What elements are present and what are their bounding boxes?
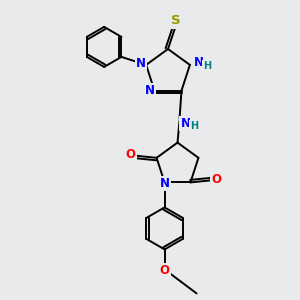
Text: H: H: [190, 121, 199, 130]
Text: H: H: [203, 61, 211, 71]
Text: O: O: [160, 264, 170, 277]
Text: N: N: [160, 177, 170, 190]
Text: O: O: [126, 148, 136, 161]
Text: S: S: [171, 14, 181, 28]
Text: N: N: [136, 57, 146, 70]
Text: N: N: [145, 84, 154, 97]
Text: N: N: [194, 56, 204, 69]
Text: O: O: [212, 173, 221, 186]
Text: N: N: [181, 117, 190, 130]
